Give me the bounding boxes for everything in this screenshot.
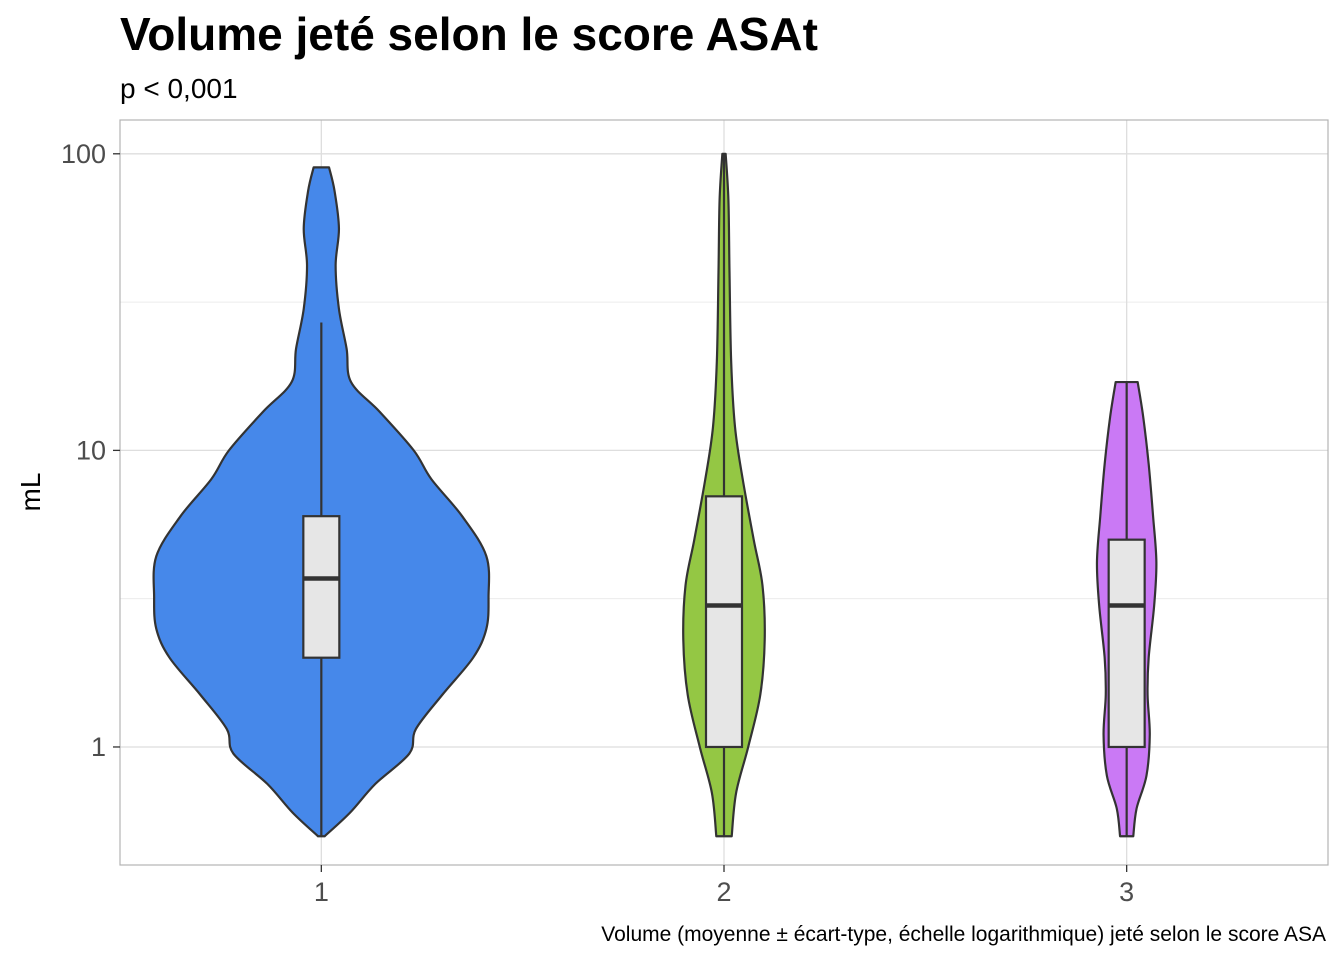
x-tick-label: 3: [1119, 877, 1134, 907]
y-tick-label: 10: [76, 435, 106, 465]
x-tick-label: 1: [314, 877, 329, 907]
box-3: [1107, 538, 1146, 749]
box-1: [302, 515, 341, 659]
violins: [152, 152, 1158, 838]
chart-caption: Volume (moyenne ± écart-type, échelle lo…: [601, 923, 1326, 946]
y-tick-label: 100: [61, 139, 106, 169]
y-tick-label: 1: [91, 732, 106, 762]
chart-title: Volume jeté selon le score ASAt: [120, 8, 818, 60]
box-2: [704, 495, 744, 749]
y-axis-ticks: 1 10 100: [61, 139, 120, 762]
x-tick-label: 2: [716, 877, 731, 907]
y-axis-title: mL: [15, 473, 46, 512]
chart-subtitle: p < 0,001: [120, 73, 238, 104]
x-axis-ticks: 1 2 3: [314, 865, 1134, 907]
boxplots: [302, 153, 1146, 837]
